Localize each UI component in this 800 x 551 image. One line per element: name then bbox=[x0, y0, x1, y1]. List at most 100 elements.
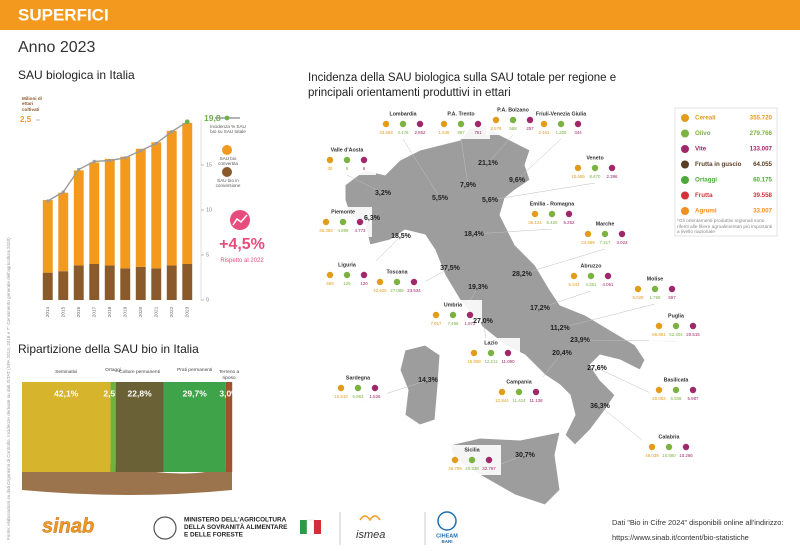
region-name: Basilicata bbox=[664, 377, 689, 383]
crop-icon bbox=[648, 443, 656, 451]
crop-icon bbox=[526, 116, 534, 124]
x-tick-label: 2014 bbox=[45, 306, 51, 317]
crop-icon bbox=[399, 120, 407, 128]
crop-icon bbox=[470, 349, 478, 357]
ciheam-name: CIHEAM bbox=[436, 533, 458, 539]
y2-tick-label: 15 bbox=[206, 162, 212, 168]
crop-value: 35.393 bbox=[319, 228, 333, 233]
legend-value: 279.766 bbox=[750, 130, 773, 137]
crop-value: 8.670 bbox=[590, 174, 602, 179]
x-tick-label: 2015 bbox=[61, 306, 67, 317]
incidence-label: 27,0% bbox=[473, 318, 494, 325]
leader-line bbox=[402, 138, 441, 199]
crop-icon bbox=[498, 388, 506, 396]
crop-icon bbox=[326, 271, 334, 279]
footer-url: https://www.sinab.it/content/bio-statist… bbox=[612, 533, 749, 542]
line-point bbox=[184, 119, 190, 125]
legend-name: Cereali bbox=[695, 115, 716, 122]
crop-value: 33.583 bbox=[379, 130, 393, 135]
incidence-label: 30,7% bbox=[515, 452, 536, 459]
crop-value: 48.039 bbox=[645, 453, 659, 458]
crop-icon bbox=[354, 384, 362, 392]
leader-line bbox=[460, 138, 469, 186]
x-tick-label: 2018 bbox=[107, 306, 113, 317]
value-label: 2,5% bbox=[103, 388, 123, 398]
crop-value: 7.496 bbox=[448, 321, 460, 326]
ismea-logo: ismea bbox=[356, 529, 385, 541]
line-point bbox=[46, 199, 50, 203]
crop-value: 4.351 bbox=[586, 282, 598, 287]
bar-segment bbox=[73, 265, 84, 300]
ministry-name: DELLA SOVRANITÀ ALIMENTARE bbox=[184, 522, 288, 531]
bar-segment bbox=[58, 271, 69, 300]
legend-value: 133.007 bbox=[750, 146, 773, 153]
crop-value: 2.461 bbox=[539, 130, 551, 135]
flag-red bbox=[314, 520, 321, 534]
region-name: P.A. Bolzano bbox=[497, 107, 529, 113]
legend-icon bbox=[681, 191, 689, 200]
header-bar bbox=[0, 0, 800, 30]
crop-icon bbox=[485, 456, 493, 464]
crop-value: 30 bbox=[328, 166, 333, 171]
region-name: Molise bbox=[647, 276, 664, 282]
region-name: Veneto bbox=[586, 155, 604, 161]
crop-icon bbox=[601, 230, 609, 238]
legend-value: 355.720 bbox=[750, 115, 773, 122]
crop-icon bbox=[440, 120, 448, 128]
segment-name: Prati permanenti bbox=[177, 368, 213, 373]
crop-icon bbox=[651, 285, 659, 293]
bar-segment bbox=[120, 156, 131, 269]
crop-value: 11.090 bbox=[501, 359, 515, 364]
bar-segment bbox=[135, 148, 146, 267]
region-name: P.A. Trento bbox=[447, 111, 475, 117]
legend-box bbox=[674, 107, 778, 237]
incidence-label: 3,2% bbox=[375, 190, 392, 197]
bar-segment bbox=[104, 158, 115, 266]
crop-value: 3.023 bbox=[617, 240, 629, 245]
crop-icon bbox=[432, 311, 440, 319]
crop-value: 120 bbox=[360, 281, 368, 286]
leader-line bbox=[346, 174, 384, 194]
crop-value: 20.515 bbox=[686, 332, 700, 337]
crop-value: 2.396 bbox=[607, 174, 619, 179]
crop-icon bbox=[492, 116, 500, 124]
bar-segment bbox=[120, 268, 131, 300]
legend-name: Frutta in guscio bbox=[695, 161, 742, 168]
region-name: Valle d'Aosta bbox=[331, 147, 364, 153]
line-point bbox=[77, 167, 81, 172]
bar-segment bbox=[89, 162, 100, 264]
region-name: Calabria bbox=[659, 434, 680, 440]
region-name: Puglia bbox=[668, 313, 684, 319]
x-tick-label: 2020 bbox=[138, 306, 144, 317]
incidence-label: 37,5% bbox=[440, 265, 461, 272]
bar-segment bbox=[73, 170, 84, 266]
bar-segment bbox=[110, 382, 116, 472]
region-name: Piemonte bbox=[331, 209, 355, 215]
year-title: Anno 2023 bbox=[18, 39, 96, 56]
crop-icon bbox=[515, 388, 523, 396]
crop-value: 1.526 bbox=[370, 394, 382, 399]
bar-segment bbox=[182, 122, 193, 264]
crop-value: 32.787 bbox=[482, 466, 496, 471]
crop-icon bbox=[504, 349, 512, 357]
crop-value: 86.851 bbox=[652, 332, 666, 337]
sinab-logo: sinab bbox=[42, 515, 94, 537]
crop-icon bbox=[531, 210, 539, 218]
legend-label: SAU bio convertita bbox=[218, 156, 238, 167]
crop-icon bbox=[689, 322, 697, 330]
ciheam-name: BARI bbox=[442, 539, 453, 544]
legend-icon bbox=[681, 114, 689, 122]
incidence-label: 36,3% bbox=[590, 403, 611, 410]
bar-segment bbox=[135, 266, 146, 300]
incidence-label: 14,3% bbox=[418, 377, 439, 384]
crop-value: 10.510 bbox=[334, 394, 348, 399]
line-point bbox=[170, 130, 174, 134]
crop-value: 761 bbox=[474, 130, 482, 135]
crop-icon bbox=[343, 156, 351, 164]
crop-value: 6 bbox=[346, 166, 349, 171]
crop-value: 10.266 bbox=[679, 453, 693, 458]
incidence-label: 18,4% bbox=[464, 231, 485, 238]
bar-segment bbox=[151, 268, 162, 300]
legend-icon bbox=[681, 207, 689, 215]
